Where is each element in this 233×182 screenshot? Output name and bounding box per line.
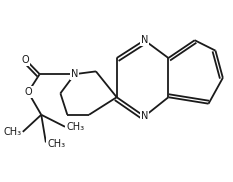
Text: N: N <box>71 69 78 79</box>
Text: N: N <box>141 111 148 121</box>
Text: N: N <box>141 35 148 45</box>
Text: O: O <box>24 87 32 97</box>
Text: CH₃: CH₃ <box>66 122 84 132</box>
Text: CH₃: CH₃ <box>47 139 65 149</box>
Text: CH₃: CH₃ <box>3 127 22 137</box>
Text: O: O <box>22 55 30 65</box>
